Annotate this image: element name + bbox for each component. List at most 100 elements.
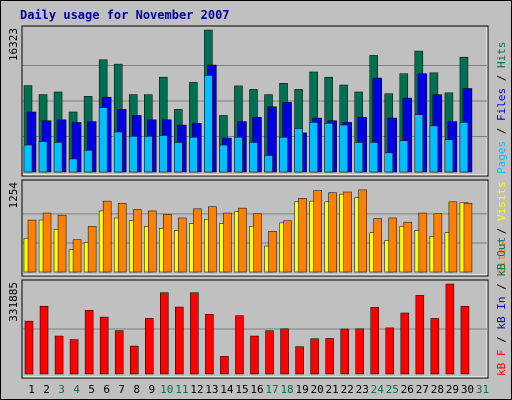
bar-sites-day-24 [373, 218, 382, 273]
bar-pages-day-25 [384, 152, 394, 173]
bar-kb-f-day-25 [385, 327, 395, 375]
bar-sites-day-11 [178, 217, 187, 273]
bar-sites-day-15 [238, 207, 247, 273]
bar-sites-day-29 [448, 201, 458, 273]
bar-sites-day-30 [463, 202, 473, 273]
x-label-day-14: 14 [220, 383, 234, 396]
chart-title: Daily usage for November 2007 [20, 8, 230, 22]
legend-part: Files [495, 88, 508, 121]
bar-kb-f-day-5 [84, 310, 94, 375]
bar-sites-day-10 [163, 214, 172, 273]
x-label-day-7: 7 [118, 383, 125, 396]
bar-kb-f-day-19 [295, 346, 304, 375]
x-label-day-23: 23 [356, 383, 369, 396]
legend-part: kB In [495, 297, 508, 330]
bar-sites-day-7 [117, 202, 127, 273]
bar-kb-f-day-22 [340, 328, 349, 375]
series-kb-f [24, 283, 470, 375]
x-label-day-24: 24 [371, 383, 385, 396]
x-label-day-15: 15 [235, 383, 248, 396]
bar-kb-f-day-11 [175, 306, 184, 375]
bar-kb-f-day-10 [160, 292, 169, 375]
series-pages [23, 75, 469, 173]
legend-part: / [495, 68, 508, 88]
bar-kb-f-day-20 [310, 338, 319, 375]
bar-kb-f-day-13 [205, 314, 214, 375]
x-label-day-21: 21 [326, 383, 339, 396]
x-label-day-19: 19 [295, 383, 308, 396]
bar-pages-day-29 [444, 139, 454, 173]
bar-kb-f-day-6 [99, 316, 109, 375]
panel-middle: 1254 Sites / Visits [7, 179, 508, 277]
legend-part: / [495, 277, 508, 297]
bar-sites-day-18 [283, 220, 292, 273]
bar-kb-f-day-26 [400, 312, 410, 375]
legend-label-top: Pages / Files / Hits [495, 42, 508, 175]
bar-pages-day-18 [279, 136, 288, 173]
x-label-day-2: 2 [43, 383, 50, 396]
bar-sites-day-26 [403, 221, 413, 273]
x-label-day-12: 12 [190, 383, 203, 396]
chart-panels: 16323 Pages / Files / Hits 1254 Sites / Vis… [7, 25, 508, 379]
bar-kb-f-day-17 [265, 330, 274, 375]
bar-kb-f-day-1 [24, 320, 34, 375]
bar-kb-f-day-14 [220, 356, 229, 375]
x-label-day-17: 17 [265, 383, 278, 396]
bar-pages-day-9 [144, 136, 153, 173]
x-label-day-27: 27 [416, 383, 429, 396]
bar-sites-day-22 [343, 191, 352, 273]
bar-kb-f-day-21 [325, 338, 334, 375]
x-label-day-9: 9 [148, 383, 155, 396]
bar-pages-day-8 [128, 136, 138, 173]
legend-part: Pages [495, 141, 508, 174]
x-label-day-10: 10 [160, 383, 173, 396]
bar-sites-day-19 [298, 198, 307, 273]
bar-sites-day-12 [193, 208, 202, 273]
ymax-label-middle: 1254 [7, 182, 20, 209]
bar-pages-day-27 [414, 114, 424, 173]
bar-sites-day-20 [313, 190, 322, 273]
legend-label-middle: Sites / Visits [495, 181, 508, 274]
bar-kb-f-day-16 [250, 335, 259, 375]
bar-pages-day-17 [264, 155, 273, 173]
bar-kb-f-day-27 [415, 295, 425, 375]
legend-part: Visits [495, 181, 508, 221]
x-label-day-11: 11 [175, 383, 188, 396]
bar-pages-day-7 [113, 131, 123, 173]
x-label-day-1: 1 [28, 383, 35, 396]
bar-pages-day-16 [249, 142, 258, 173]
bar-pages-day-15 [234, 136, 243, 173]
panel-top: 16323 Pages / Files / Hits [7, 25, 508, 177]
bar-pages-day-2 [38, 141, 48, 173]
x-label-day-4: 4 [73, 383, 80, 396]
bar-sites-day-16 [253, 213, 262, 273]
bar-sites-day-21 [328, 192, 337, 273]
legend-part: / [495, 121, 508, 141]
bar-sites-day-8 [132, 209, 142, 273]
bar-pages-day-14 [219, 144, 228, 173]
bar-pages-day-30 [459, 122, 469, 173]
ymax-label-bottom: 331885 [7, 282, 20, 322]
legend-part: / [495, 330, 508, 350]
x-label-day-6: 6 [103, 383, 110, 396]
bar-kb-f-day-28 [430, 318, 440, 375]
bar-kb-f-day-4 [69, 339, 79, 375]
bar-kb-f-day-29 [445, 283, 455, 375]
bar-sites-day-3 [57, 214, 67, 273]
bar-pages-day-26 [399, 140, 409, 173]
bar-pages-day-1 [23, 144, 33, 173]
bar-kb-f-day-30 [460, 305, 470, 375]
bar-pages-day-24 [369, 142, 378, 173]
bar-pages-day-23 [354, 142, 363, 173]
bar-pages-day-4 [68, 158, 78, 173]
x-label-day-20: 20 [311, 383, 324, 396]
bar-pages-day-3 [53, 142, 63, 173]
bar-pages-day-5 [83, 150, 93, 173]
bar-kb-f-day-24 [370, 307, 379, 375]
bar-kb-f-day-9 [145, 318, 154, 375]
bar-pages-day-6 [98, 107, 108, 173]
bar-sites-day-25 [388, 217, 398, 273]
bar-pages-day-20 [309, 122, 318, 173]
legend-label-bottom: kB F / kB In / kB Out [495, 237, 508, 376]
